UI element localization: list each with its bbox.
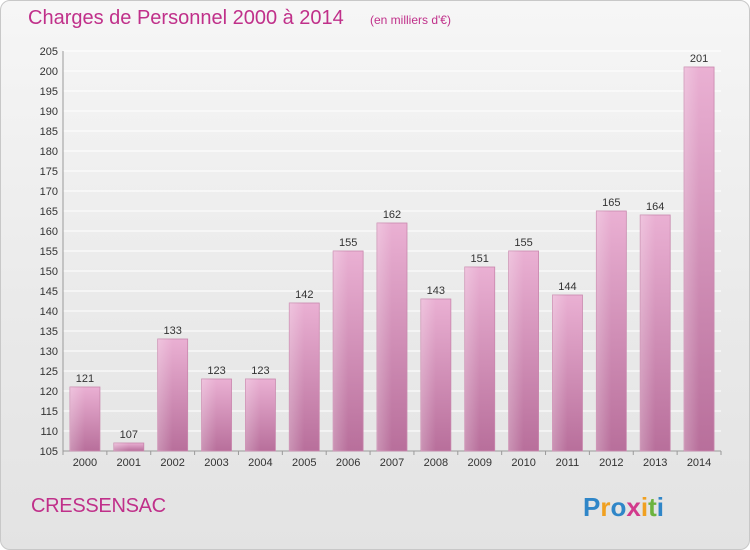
bar-highlight — [596, 211, 612, 451]
data-label: 143 — [427, 285, 445, 297]
y-tick-label: 140 — [40, 306, 58, 318]
y-tick-label: 155 — [40, 246, 58, 258]
data-label: 123 — [207, 365, 225, 377]
x-tick-label: 2004 — [248, 457, 272, 469]
y-tick-label: 195 — [40, 86, 58, 98]
y-tick-label: 135 — [40, 326, 58, 338]
y-tick-label: 125 — [40, 366, 58, 378]
svg-text:Proxiti: Proxiti — [583, 492, 664, 522]
y-tick-label: 105 — [40, 446, 58, 458]
data-label: 162 — [383, 209, 401, 221]
bar-highlight — [69, 387, 85, 451]
data-label: 155 — [514, 237, 532, 249]
proxiti-logo: Proxiti — [583, 492, 664, 522]
x-tick-label: 2002 — [160, 457, 184, 469]
x-tick-label: 2014 — [687, 457, 711, 469]
y-tick-label: 115 — [40, 406, 58, 418]
x-tick-label: 2011 — [556, 457, 580, 469]
data-label: 144 — [558, 281, 576, 293]
bar-highlight — [640, 215, 656, 451]
data-label: 165 — [602, 197, 620, 209]
x-tick-label: 2010 — [511, 457, 535, 469]
y-tick-label: 170 — [40, 186, 58, 198]
data-label: 142 — [295, 289, 313, 301]
y-tick-label: 190 — [40, 106, 58, 118]
data-label: 201 — [690, 53, 708, 65]
x-tick-label: 2000 — [73, 457, 97, 469]
chart-subtitle: (en milliers d'€) — [370, 13, 451, 27]
y-tick-label: 110 — [40, 426, 58, 438]
x-tick-label: 2008 — [424, 457, 448, 469]
y-tick-label: 165 — [40, 206, 58, 218]
bar-highlight — [377, 223, 392, 451]
data-label: 121 — [76, 373, 94, 385]
bar-highlight — [552, 295, 568, 451]
bar-highlight — [464, 267, 480, 451]
y-tick-label: 120 — [40, 386, 58, 398]
bar-highlight — [245, 379, 261, 451]
chart-title: Charges de Personnel 2000 à 2014 — [28, 7, 344, 29]
commune-name: CRESSENSAC — [31, 495, 166, 517]
x-tick-label: 2006 — [336, 457, 360, 469]
bars — [69, 66, 715, 452]
y-tick-label: 175 — [40, 166, 58, 178]
bar-highlight — [333, 251, 349, 451]
bar-highlight — [508, 251, 524, 451]
x-tick-label: 2007 — [380, 457, 404, 469]
bar-highlight — [201, 379, 217, 451]
data-label: 123 — [251, 365, 269, 377]
x-tick-label: 2005 — [292, 457, 316, 469]
y-tick-label: 150 — [40, 266, 58, 278]
x-tick-label: 2012 — [599, 457, 623, 469]
data-labels: 121 107 133 123 123 142 155 162 143 151 155 144 165 1… — [76, 53, 708, 441]
y-tick-label: 145 — [40, 286, 58, 298]
x-tick-label: 2003 — [204, 457, 228, 469]
y-tick-label: 130 — [40, 346, 58, 358]
y-tick-label: 200 — [40, 66, 58, 78]
data-label: 155 — [339, 237, 357, 249]
data-label: 151 — [471, 253, 489, 265]
data-label: 164 — [646, 201, 664, 213]
x-tick-label: 2001 — [117, 457, 141, 469]
bar-highlight — [289, 303, 305, 451]
y-tick-label: 205 — [40, 46, 58, 58]
y-tick-label: 185 — [40, 126, 58, 138]
bar-highlight — [684, 67, 700, 451]
bar-highlight — [420, 299, 436, 451]
bar-highlight — [157, 339, 173, 451]
y-tick-label: 180 — [40, 146, 58, 158]
bar-highlight — [113, 443, 129, 451]
x-tick-label: 2013 — [643, 457, 667, 469]
data-label: 133 — [163, 325, 181, 337]
y-tick-label: 160 — [40, 226, 58, 238]
data-label: 107 — [120, 429, 138, 441]
x-tick-label: 2009 — [467, 457, 491, 469]
